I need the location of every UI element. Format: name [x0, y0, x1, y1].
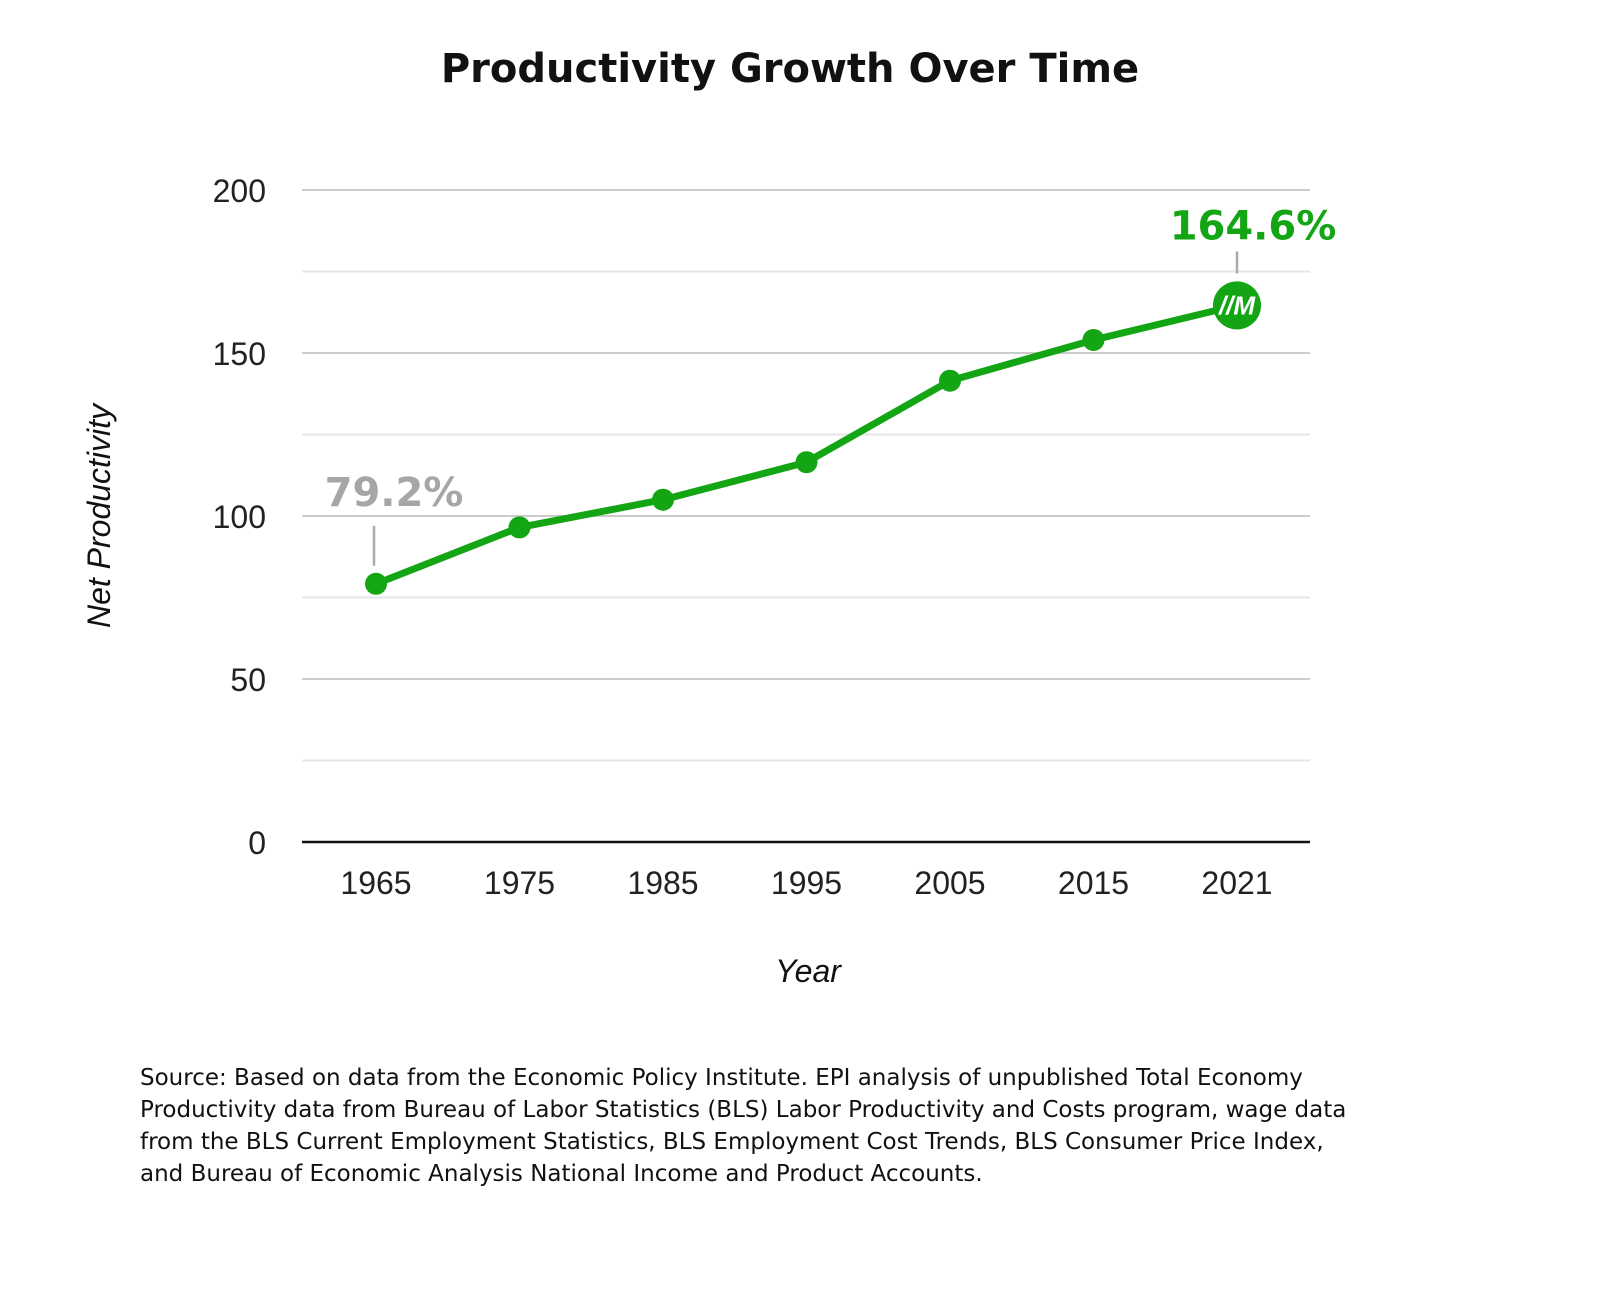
end-point-logo-marker [1213, 281, 1261, 330]
x-tick-label: 1995 [771, 865, 842, 901]
data-point [1082, 328, 1105, 351]
data-point [508, 516, 531, 539]
data-point [652, 488, 674, 511]
x-axis-label: Year [775, 953, 842, 989]
data-point [795, 451, 818, 474]
y-tick-label: 0 [248, 825, 266, 861]
chart-title: Productivity Growth Over Time [441, 46, 1139, 92]
gridlines [302, 189, 1310, 844]
source-note: Source: Based on data from the Economic … [140, 1065, 1347, 1187]
y-tick-label: 150 [213, 336, 266, 372]
annotations: 79.2% 164.6% [325, 203, 1337, 566]
x-tick-label: 2005 [914, 865, 985, 901]
y-tick-label: 200 [213, 173, 266, 209]
x-tick-label: 2021 [1201, 865, 1272, 901]
data-point [365, 572, 387, 595]
y-axis-label: Net Productivity [81, 402, 117, 628]
x-tick-label: 1985 [627, 865, 698, 901]
x-tick-label: 2015 [1058, 865, 1129, 901]
annotation-label: 164.6% [1170, 203, 1337, 249]
series-net-productivity: //M [365, 281, 1261, 595]
x-tick-label: 1965 [340, 865, 411, 901]
y-axis-ticks: 0 50 100 150 200 [213, 173, 266, 861]
series-line [372, 301, 1241, 588]
x-axis-ticks: 1965 1975 1985 1995 2005 2015 2021 [340, 865, 1272, 901]
logo-mark: //M [1218, 290, 1256, 320]
data-point [939, 369, 961, 392]
annotation-label: 79.2% [325, 470, 464, 516]
y-tick-label: 100 [213, 499, 266, 535]
x-tick-label: 1975 [484, 865, 555, 901]
y-tick-label: 50 [230, 662, 266, 698]
